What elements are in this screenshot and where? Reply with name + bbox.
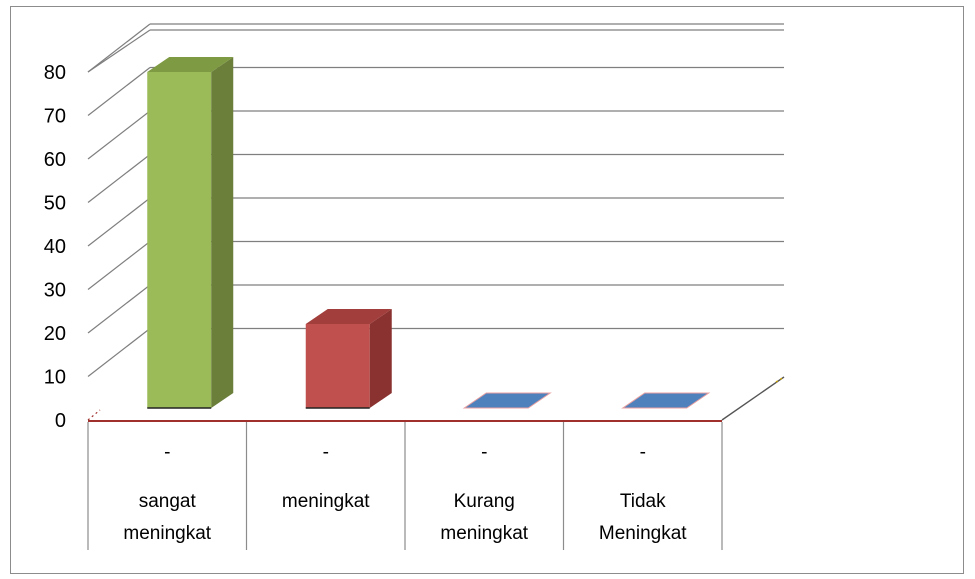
category-label: meningkat [123,523,211,544]
y-tick-label: 70 [44,106,66,128]
bar-flat [621,392,711,409]
y-tick-label: 80 [44,62,66,84]
bar [147,57,234,409]
y-tick-label: 10 [44,367,66,389]
category-dash: - [481,442,487,463]
category-label: meningkat [440,523,528,544]
bar [621,392,711,409]
category-label: sangat [139,491,197,512]
y-tick-label: 40 [44,236,66,258]
y-axis-tick-labels: 0 10 20 30 40 50 60 70 80 [44,62,66,432]
gridline-side-top [87,29,151,73]
category-label: Kurang [454,491,515,512]
bar-top [147,57,234,72]
category-axis: - sangat meningkat - meningkat - Kurang meningk… [87,422,723,550]
floor-left-edge [87,409,101,421]
category-label: meningkat [282,491,370,512]
gridline-side-50 [87,154,151,203]
y-tick-label: 20 [44,323,66,345]
gridline-side-30 [87,241,151,290]
bars [147,57,711,409]
gridlines [87,23,785,422]
bar [305,309,392,409]
bar [462,392,552,409]
gridline-side-60 [87,110,151,160]
floor-right-edge [721,376,785,421]
category-label: Tidak [620,491,666,512]
bar-side [369,309,392,408]
gridline-side-40 [87,197,151,247]
y-tick-label: 60 [44,149,66,171]
bar-front [305,324,370,408]
gridline-side-20 [87,284,151,334]
category-dash: - [164,442,170,463]
category-label: Meningkat [599,523,687,544]
floor-right-accent [775,376,785,383]
y-tick-label: 50 [44,193,66,215]
gridline-side-10 [87,328,151,377]
y-tick-label: 0 [55,410,66,432]
category-dash: - [640,442,646,463]
gridline-side-80 [87,23,151,73]
bar-front [147,72,212,408]
bar-top [305,309,392,324]
bar-flat [462,392,552,409]
bar-side [211,57,234,408]
category-dash: - [323,442,329,463]
gridline-side-70 [87,67,151,116]
y-tick-label: 30 [44,280,66,302]
